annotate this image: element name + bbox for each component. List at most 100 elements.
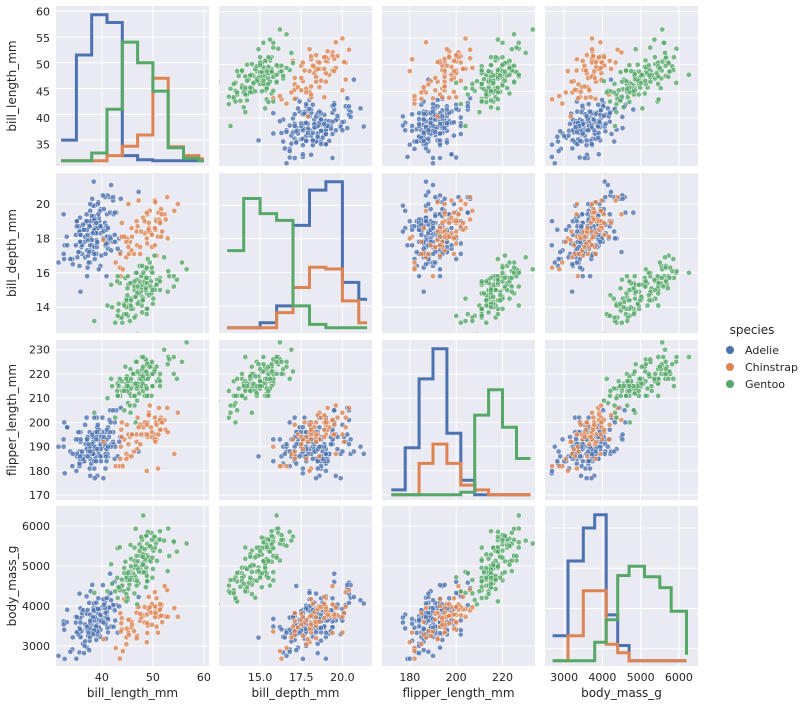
legend: species Adelie Chinstrap Gentoo [726,323,798,391]
scatter-point-gentoo [652,287,658,293]
scatter-point-chinstrap [308,621,314,628]
scatter-point-gentoo [242,109,249,115]
scatter-point-gentoo [219,398,221,403]
scatter-point-chinstrap [300,59,306,66]
scatter-point-gentoo [258,88,265,95]
scatter-point-gentoo [495,96,501,103]
scatter-point-adelie [286,154,293,161]
scatter-point-chinstrap [152,438,159,445]
scatter-point-gentoo [166,553,173,559]
scatter-point-chinstrap [329,52,336,59]
scatter-point-chinstrap [618,211,625,218]
scatter-point-chinstrap [432,244,439,250]
scatter-point-chinstrap [618,49,625,56]
scatter-point-chinstrap [423,39,429,46]
scatter-point-chinstrap [457,206,464,212]
scatter-point-adelie [451,132,457,139]
scatter-point-chinstrap [574,56,580,63]
scatter-point-chinstrap [329,417,336,423]
scatter-point-chinstrap [457,612,464,619]
scatter-point-adelie [430,225,436,231]
scatter-point-gentoo [657,85,664,91]
y-tick-label: 230 [29,344,50,357]
scatter-point-adelie [555,256,562,262]
scatter-point-adelie [91,475,98,482]
scatter-point-adelie [90,178,97,185]
scatter-point-chinstrap [138,228,145,235]
y-tick-label: 6000 [22,520,50,533]
scatter-point-chinstrap [323,419,329,426]
scatter-point-adelie [332,127,339,134]
scatter-point-adelie [91,251,98,257]
scatter-point-gentoo [170,283,177,290]
scatter-point-chinstrap [324,405,331,411]
scatter-point-adelie [573,259,580,266]
scatter-point-gentoo [495,89,501,96]
scatter-point-chinstrap [614,46,621,53]
scatter-point-adelie [76,590,83,597]
scatter-point-gentoo [673,45,680,52]
scatter-point-adelie [56,652,62,659]
scatter-point-gentoo [464,91,471,98]
scatter-point-chinstrap [144,431,151,438]
scatter-point-chinstrap [590,233,596,240]
scatter-point-chinstrap [308,431,314,438]
scatter-point-gentoo [127,366,134,372]
scatter-point-chinstrap [441,83,448,90]
scatter-point-gentoo [146,363,153,370]
scatter-point-adelie [409,226,415,233]
scatter-point-adelie [293,460,300,467]
scatter-point-gentoo [128,563,134,570]
scatter-point-gentoo [499,554,506,561]
scatter-point-adelie [402,127,409,134]
scatter-point-chinstrap [308,436,314,443]
scatter-point-gentoo [660,283,667,290]
scatter-point-adelie [112,617,119,624]
scatter-point-gentoo [490,79,497,86]
scatter-point-gentoo [239,392,245,399]
scatter-point-chinstrap [455,583,462,589]
scatter-point-adelie [555,138,561,145]
y-tick-label: 200 [29,416,50,429]
scatter-point-gentoo [662,50,668,56]
scatter-point-gentoo [149,574,156,581]
scatter-point-gentoo [522,50,529,56]
scatter-point-adelie [611,138,618,145]
scatter-point-gentoo [140,269,147,276]
scatter-point-chinstrap [434,59,441,65]
scatter-point-adelie [116,438,123,445]
scatter-point-adelie [578,472,584,479]
scatter-point-gentoo [157,287,163,293]
scatter-point-chinstrap [425,251,432,257]
scatter-point-adelie [93,637,100,643]
scatter-point-chinstrap [116,655,123,662]
scatter-point-chinstrap [321,94,328,101]
scatter-point-gentoo [651,375,658,382]
scatter-point-chinstrap [283,645,290,651]
scatter-point-adelie [416,623,422,630]
y-axis-label: body_mass_g [5,546,19,627]
scatter-point-adelie [61,419,68,426]
scatter-point-chinstrap [129,621,135,628]
scatter-point-chinstrap [590,53,596,59]
scatter-point-chinstrap [556,463,563,469]
scatter-point-gentoo [508,283,515,290]
panel-background [219,173,372,333]
scatter-point-gentoo [262,105,268,112]
scatter-point-chinstrap [303,89,310,96]
scatter-point-adelie [425,127,432,134]
scatter-point-chinstrap [406,68,413,74]
panel-body_mass_g-vs-bill_depth_mm [219,506,372,666]
scatter-point-gentoo [511,537,517,543]
scatter-point-gentoo [140,354,147,360]
scatter-point-adelie [291,155,298,161]
scatter-point-chinstrap [418,238,425,245]
scatter-point-gentoo [255,46,262,53]
y-tick-label: 16 [36,267,50,280]
scatter-point-gentoo [109,383,115,389]
scatter-point-chinstrap [309,62,316,69]
scatter-point-gentoo [485,555,492,562]
scatter-point-chinstrap [599,436,606,443]
scatter-point-gentoo [257,378,263,385]
scatter-point-chinstrap [589,46,595,53]
